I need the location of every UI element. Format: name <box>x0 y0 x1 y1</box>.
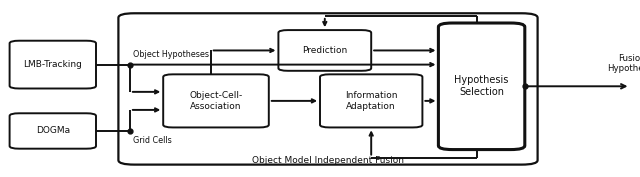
Text: Fusion
Hypotheses: Fusion Hypotheses <box>607 54 640 73</box>
Text: Hypothesis
Selection: Hypothesis Selection <box>454 75 509 97</box>
Text: Object Hypotheses: Object Hypotheses <box>133 50 209 59</box>
FancyBboxPatch shape <box>163 74 269 127</box>
Text: Object Model Independent Fusion: Object Model Independent Fusion <box>252 156 404 165</box>
Text: Information
Adaptation: Information Adaptation <box>345 91 397 111</box>
FancyBboxPatch shape <box>118 13 538 165</box>
FancyBboxPatch shape <box>10 113 96 149</box>
FancyBboxPatch shape <box>278 30 371 71</box>
Text: Grid Cells: Grid Cells <box>133 136 172 145</box>
Text: Object-Cell-
Association: Object-Cell- Association <box>189 91 243 111</box>
FancyBboxPatch shape <box>320 74 422 127</box>
Text: DOGMa: DOGMa <box>36 127 70 135</box>
FancyBboxPatch shape <box>10 41 96 88</box>
FancyBboxPatch shape <box>438 23 525 150</box>
Text: Prediction: Prediction <box>302 46 348 55</box>
Text: LMB-Tracking: LMB-Tracking <box>24 60 82 69</box>
